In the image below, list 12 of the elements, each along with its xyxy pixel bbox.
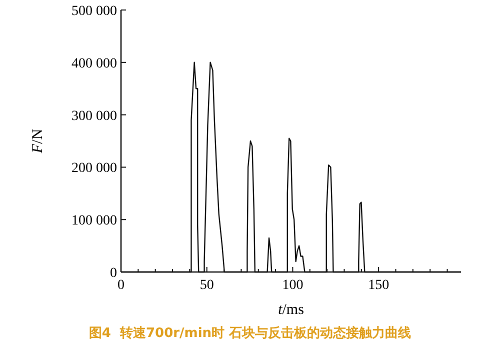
x-tick-label: 50 [200,278,214,293]
y-axis-title: F/N [30,128,46,154]
x-axis-title: t/ms [278,302,304,318]
y-tick-label: 200 000 [72,161,117,176]
x-tick-label: 150 [368,278,390,293]
caption: 图4 转速700r/min时 石块与反击板的动态接触力曲线 [88,325,412,341]
x-tick-label: 100 [282,278,304,293]
y-tick-label: 400 000 [72,56,117,72]
y-tick-label: 100 000 [72,214,117,229]
y-tick-label: 300 000 [72,108,117,124]
y-tick-label: 500 000 [72,4,117,19]
y-tick-label: 0 [110,266,117,281]
